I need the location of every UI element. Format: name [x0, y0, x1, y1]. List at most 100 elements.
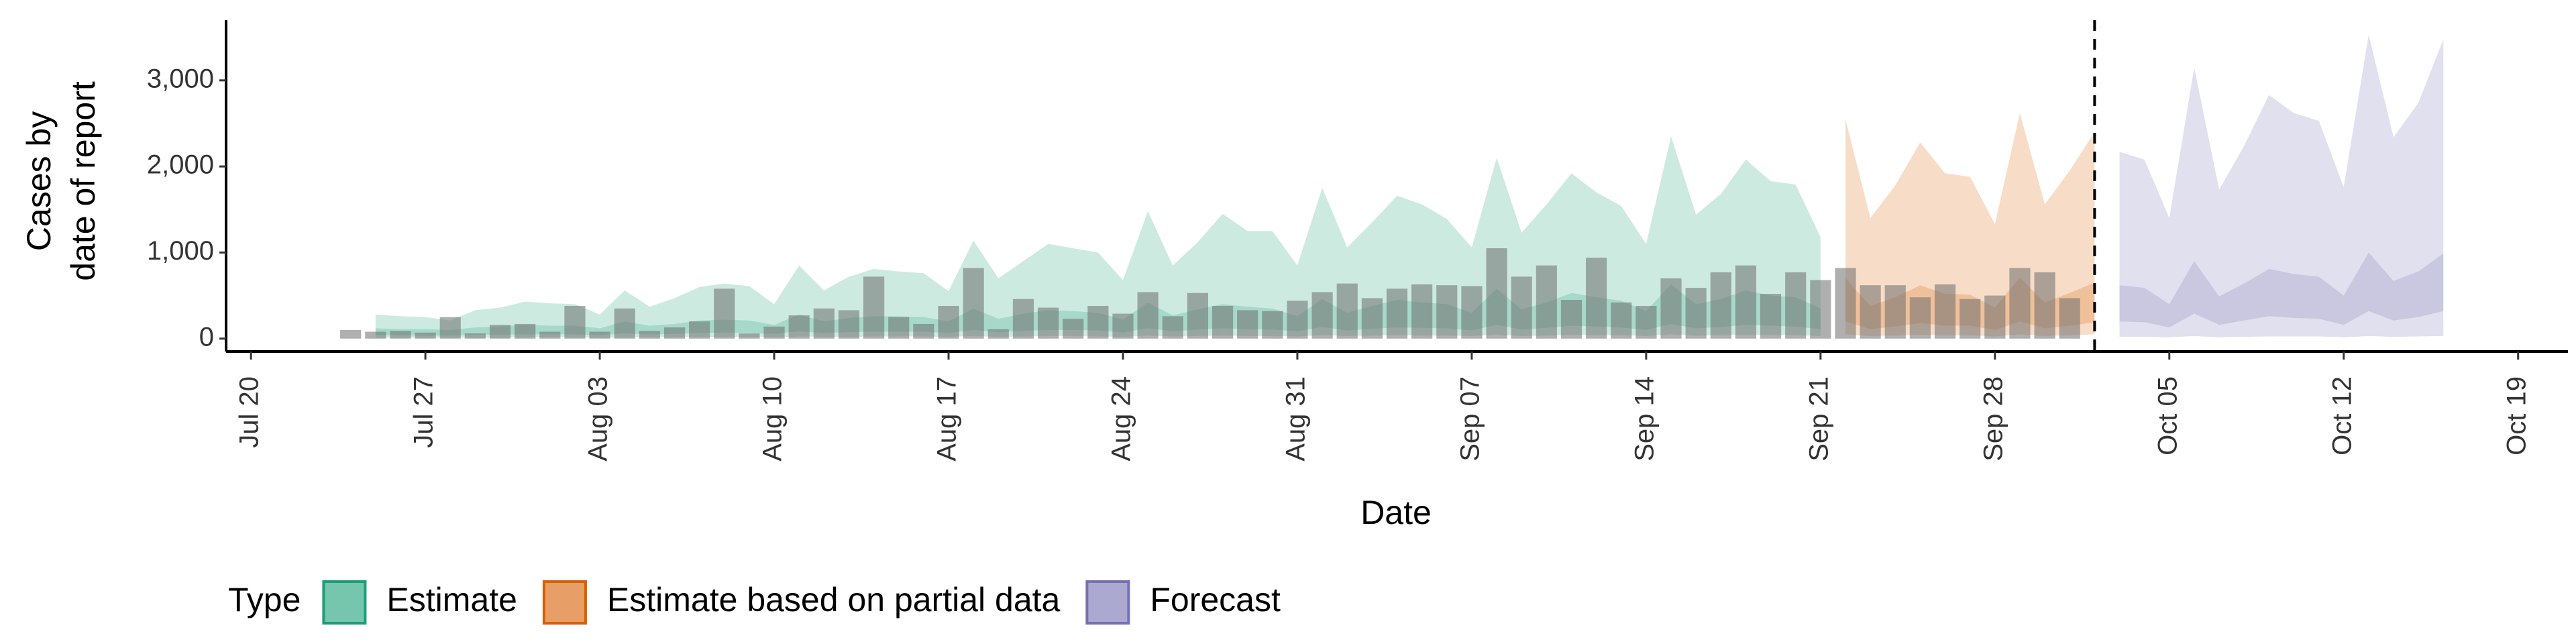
x-tick-label: Oct 12 [2327, 376, 2357, 455]
legend-label: Estimate [386, 581, 517, 619]
bar [1860, 285, 1881, 339]
x-tick-label: Sep 07 [1455, 376, 1485, 462]
bar [464, 333, 486, 339]
bar [838, 310, 860, 339]
x-tick-label: Aug 03 [584, 376, 613, 462]
bar [1137, 292, 1159, 339]
bar [1037, 307, 1059, 339]
legend-swatch [322, 580, 367, 625]
bar [2059, 298, 2080, 339]
bar [1336, 283, 1358, 339]
bar [1162, 316, 1183, 339]
bar [1909, 297, 1931, 339]
bar [813, 308, 835, 339]
bar [2034, 272, 2055, 339]
x-tick-label: Aug 10 [758, 376, 788, 462]
bar [1685, 288, 1707, 339]
legend-label: Estimate based on partial data [607, 581, 1061, 619]
legend-title: Type [228, 581, 301, 619]
bar [1884, 285, 1906, 339]
y-tick-label: 1,000 [147, 236, 214, 266]
bar [1511, 276, 1532, 339]
legend-swatch [542, 580, 587, 625]
bar [1586, 258, 1607, 339]
bar [390, 331, 411, 339]
bar [963, 268, 984, 339]
ribbon [2119, 34, 2444, 337]
bar [515, 323, 536, 339]
x-tick-label: Oct 05 [2153, 376, 2182, 455]
bar [1262, 311, 1283, 339]
ribbon [2119, 252, 2444, 328]
bar [1311, 292, 1333, 339]
bar [714, 288, 735, 339]
bar [1536, 265, 1557, 339]
bar [1187, 292, 1208, 339]
bar [415, 332, 436, 339]
legend-label: Forecast [1150, 581, 1281, 619]
bar [1960, 299, 1981, 339]
bar [1760, 294, 1782, 339]
y-tick-label: 2,000 [147, 150, 214, 180]
bar [489, 325, 511, 339]
bar [1635, 305, 1657, 339]
x-tick-label: Aug 24 [1107, 376, 1136, 462]
legend-swatch [1085, 580, 1130, 625]
bar [1560, 300, 1582, 339]
bar [1611, 302, 1632, 339]
bar [340, 329, 362, 339]
bar [639, 331, 660, 339]
bar [589, 331, 610, 339]
bar [987, 329, 1009, 339]
bar [365, 331, 386, 339]
bar [1287, 301, 1308, 339]
x-tick-label: Sep 14 [1629, 376, 1659, 462]
y-tick-label: 0 [199, 322, 214, 352]
ribbon [1845, 113, 2095, 337]
bar [763, 326, 785, 339]
bar [1710, 272, 1731, 339]
x-tick-label: Jul 20 [235, 376, 264, 448]
bar [663, 327, 686, 339]
bar [1810, 280, 1831, 339]
bar [1461, 286, 1483, 339]
y-axis-label: date of report [64, 81, 102, 281]
bar [788, 315, 810, 339]
bar [1012, 299, 1034, 339]
bar [1934, 284, 1956, 339]
bar [863, 276, 885, 339]
bar [938, 305, 959, 339]
y-axis-label: Cases by [20, 111, 58, 251]
bar [1112, 313, 1134, 339]
x-axis-label: Date [1360, 494, 1432, 531]
bar [1785, 272, 1807, 339]
bar [1660, 278, 1682, 339]
bar [1237, 310, 1258, 339]
ribbon [375, 284, 1821, 336]
bar [564, 305, 586, 339]
x-tick-label: Aug 31 [1281, 376, 1311, 462]
bar [539, 331, 561, 339]
bar [1835, 268, 1856, 339]
bar [1436, 285, 1458, 339]
bar [1984, 295, 2006, 339]
bar [689, 321, 710, 339]
x-tick-label: Sep 28 [1978, 376, 2008, 462]
bar [1735, 265, 1757, 339]
bar [913, 323, 934, 339]
x-tick-label: Jul 27 [409, 376, 439, 448]
bar [2009, 268, 2031, 339]
x-tick-label: Sep 21 [1804, 376, 1833, 462]
ribbon [375, 136, 1821, 338]
bar [439, 317, 461, 339]
y-tick-label: 3,000 [147, 64, 214, 93]
bar [1087, 305, 1109, 339]
bar [1063, 319, 1084, 339]
bar [1386, 288, 1408, 339]
bar [614, 308, 635, 339]
x-tick-label: Oct 19 [2502, 376, 2531, 455]
x-tick-label: Aug 17 [932, 376, 962, 462]
bar [888, 317, 910, 339]
bar [1486, 248, 1507, 339]
